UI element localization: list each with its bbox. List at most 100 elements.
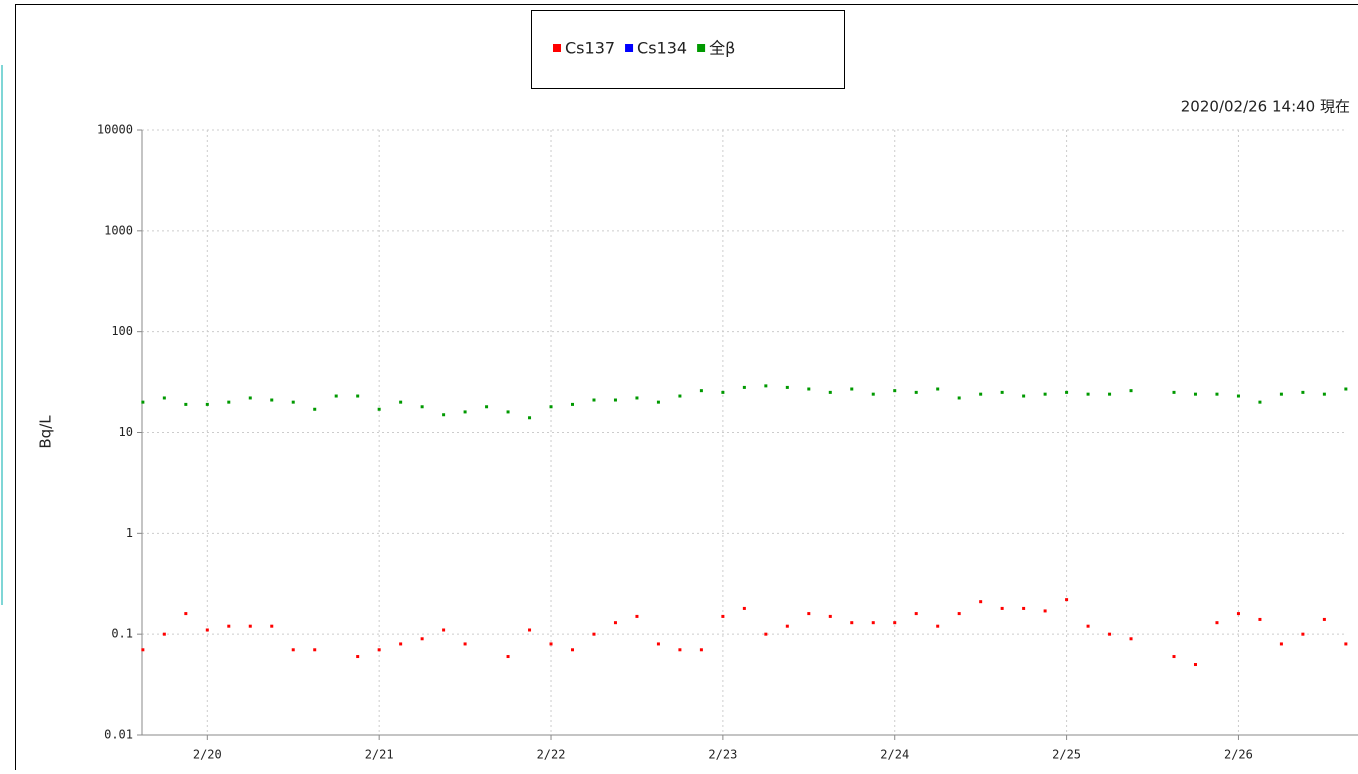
- point: [764, 632, 768, 636]
- point: [914, 390, 918, 394]
- point: [205, 628, 209, 632]
- point: [764, 384, 768, 388]
- point: [785, 385, 789, 389]
- legend-label: Cs134: [637, 39, 687, 58]
- point: [979, 392, 983, 396]
- x-tick-label: 2/20: [193, 748, 222, 762]
- point: [699, 389, 703, 393]
- point: [356, 655, 360, 659]
- point: [162, 632, 166, 636]
- point: [1236, 612, 1240, 616]
- point: [485, 405, 489, 409]
- point: [1193, 392, 1197, 396]
- point: [957, 396, 961, 400]
- point: [1000, 390, 1004, 394]
- y-tick-label: 10000: [97, 123, 133, 137]
- point: [742, 385, 746, 389]
- point: [399, 642, 403, 646]
- timestamp: 2020/02/26 14:40 現在: [1181, 98, 1350, 116]
- point: [1086, 392, 1090, 396]
- point: [1000, 606, 1004, 610]
- point: [1086, 624, 1090, 628]
- point: [1215, 392, 1219, 396]
- point: [162, 396, 166, 400]
- y-tick-label: 1: [126, 526, 133, 540]
- point: [678, 394, 682, 398]
- legend-swatch: [697, 44, 706, 52]
- point: [1065, 390, 1069, 394]
- y-tick-label: 1000: [104, 223, 133, 237]
- point: [1279, 392, 1283, 396]
- point: [377, 407, 381, 411]
- point: [1043, 609, 1047, 613]
- legend-box: [531, 10, 845, 89]
- point: [141, 400, 145, 404]
- point: [1215, 621, 1219, 625]
- x-tick-label: 2/24: [880, 748, 909, 762]
- y-tick-label: 10: [119, 425, 133, 439]
- point: [871, 621, 875, 625]
- point: [270, 398, 274, 402]
- legend-label: Cs137: [565, 39, 615, 58]
- point: [313, 407, 317, 411]
- point: [506, 410, 510, 414]
- point: [656, 400, 660, 404]
- x-tick-label: 2/25: [1052, 748, 1081, 762]
- point: [635, 396, 639, 400]
- x-tick-label: 2/26: [1224, 748, 1253, 762]
- point: [549, 642, 553, 646]
- point: [828, 390, 832, 394]
- point: [227, 400, 231, 404]
- point: [1279, 642, 1283, 646]
- point: [1236, 394, 1240, 398]
- point: [528, 416, 532, 420]
- y-tick-label: 100: [111, 324, 133, 338]
- legend-swatch: [553, 44, 561, 52]
- y-tick-label: 0.01: [104, 728, 133, 742]
- point: [1193, 663, 1197, 667]
- point: [721, 390, 725, 394]
- point: [571, 402, 575, 406]
- point: [334, 394, 338, 398]
- point: [1301, 632, 1305, 636]
- point: [785, 624, 789, 628]
- point: [592, 398, 596, 402]
- point: [1108, 632, 1112, 636]
- point: [1129, 389, 1133, 393]
- point: [1322, 617, 1326, 621]
- point: [442, 628, 446, 632]
- legend-swatch: [625, 44, 634, 52]
- point: [184, 612, 188, 616]
- x-tick-label: 2/21: [365, 748, 394, 762]
- point: [936, 387, 940, 391]
- legend-label: 全β: [709, 39, 735, 58]
- point: [248, 624, 252, 628]
- point: [592, 632, 596, 636]
- point: [1108, 392, 1112, 396]
- point: [807, 612, 811, 616]
- point: [442, 413, 446, 417]
- point: [399, 400, 403, 404]
- point: [549, 405, 553, 409]
- point: [1344, 387, 1348, 391]
- point: [936, 624, 940, 628]
- point: [850, 387, 854, 391]
- point: [678, 648, 682, 652]
- point: [463, 642, 467, 646]
- point: [420, 637, 424, 641]
- point: [1172, 655, 1176, 659]
- point: [613, 398, 617, 402]
- point: [227, 624, 231, 628]
- point: [699, 648, 703, 652]
- point: [377, 648, 381, 652]
- point: [1258, 400, 1262, 404]
- point: [1344, 642, 1348, 646]
- point: [291, 400, 295, 404]
- point: [613, 621, 617, 625]
- point: [463, 410, 467, 414]
- point: [957, 612, 961, 616]
- point: [270, 624, 274, 628]
- point: [571, 648, 575, 652]
